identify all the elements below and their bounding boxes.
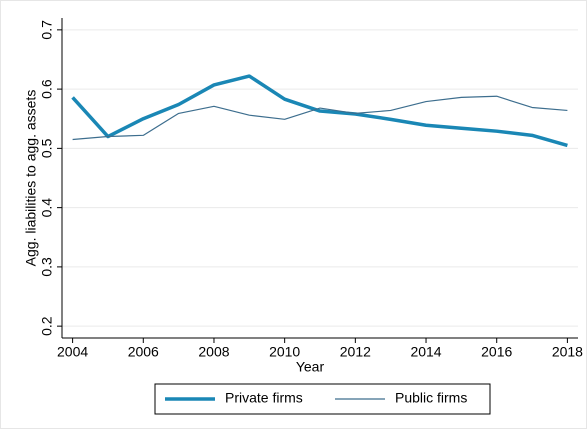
y-tick-label: 0.5 — [39, 138, 55, 158]
y-tick-label: 0.3 — [39, 257, 55, 277]
y-tick-label: 0.4 — [39, 198, 55, 218]
x-tick-label: 2010 — [269, 344, 300, 360]
series-line — [72, 95, 568, 141]
x-tick-label: 2008 — [198, 344, 229, 360]
x-tick-label: 2018 — [552, 344, 583, 360]
x-tick-label: 2014 — [410, 344, 441, 360]
x-tick-label: 2016 — [481, 344, 512, 360]
series-line — [71, 74, 568, 148]
y-tick-label: 0.2 — [39, 316, 55, 336]
y-tick-label: 0.6 — [39, 79, 55, 99]
y-tick-label: 0.7 — [39, 20, 55, 40]
x-tick-label: 2004 — [57, 344, 88, 360]
legend-label: Private firms — [225, 390, 303, 406]
legend-label: Public firms — [395, 390, 467, 406]
x-tick-label: 2006 — [128, 344, 159, 360]
x-axis-label: Year — [296, 359, 325, 375]
x-tick-label: 2012 — [340, 344, 371, 360]
y-axis-label: Agg. liabilities to agg. assets — [23, 90, 39, 267]
